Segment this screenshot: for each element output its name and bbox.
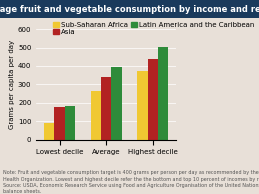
Legend: Sub-Saharan Africa, Asia, Latin America and the Caribbean: Sub-Saharan Africa, Asia, Latin America … bbox=[53, 22, 254, 35]
Bar bbox=[158, 47, 168, 140]
Text: Note: Fruit and vegetable consumption target is 400 grams per person per day as : Note: Fruit and vegetable consumption ta… bbox=[3, 170, 259, 194]
Bar bbox=[148, 59, 158, 140]
Bar bbox=[138, 71, 148, 140]
Bar bbox=[54, 107, 65, 140]
Bar bbox=[101, 77, 111, 140]
Y-axis label: Grams per capita per day: Grams per capita per day bbox=[9, 40, 15, 129]
Bar bbox=[65, 106, 75, 140]
Bar bbox=[44, 123, 54, 140]
Bar bbox=[91, 91, 101, 140]
Text: Average fruit and vegetable consumption by income and region: Average fruit and vegetable consumption … bbox=[0, 5, 259, 14]
Bar bbox=[111, 67, 121, 140]
